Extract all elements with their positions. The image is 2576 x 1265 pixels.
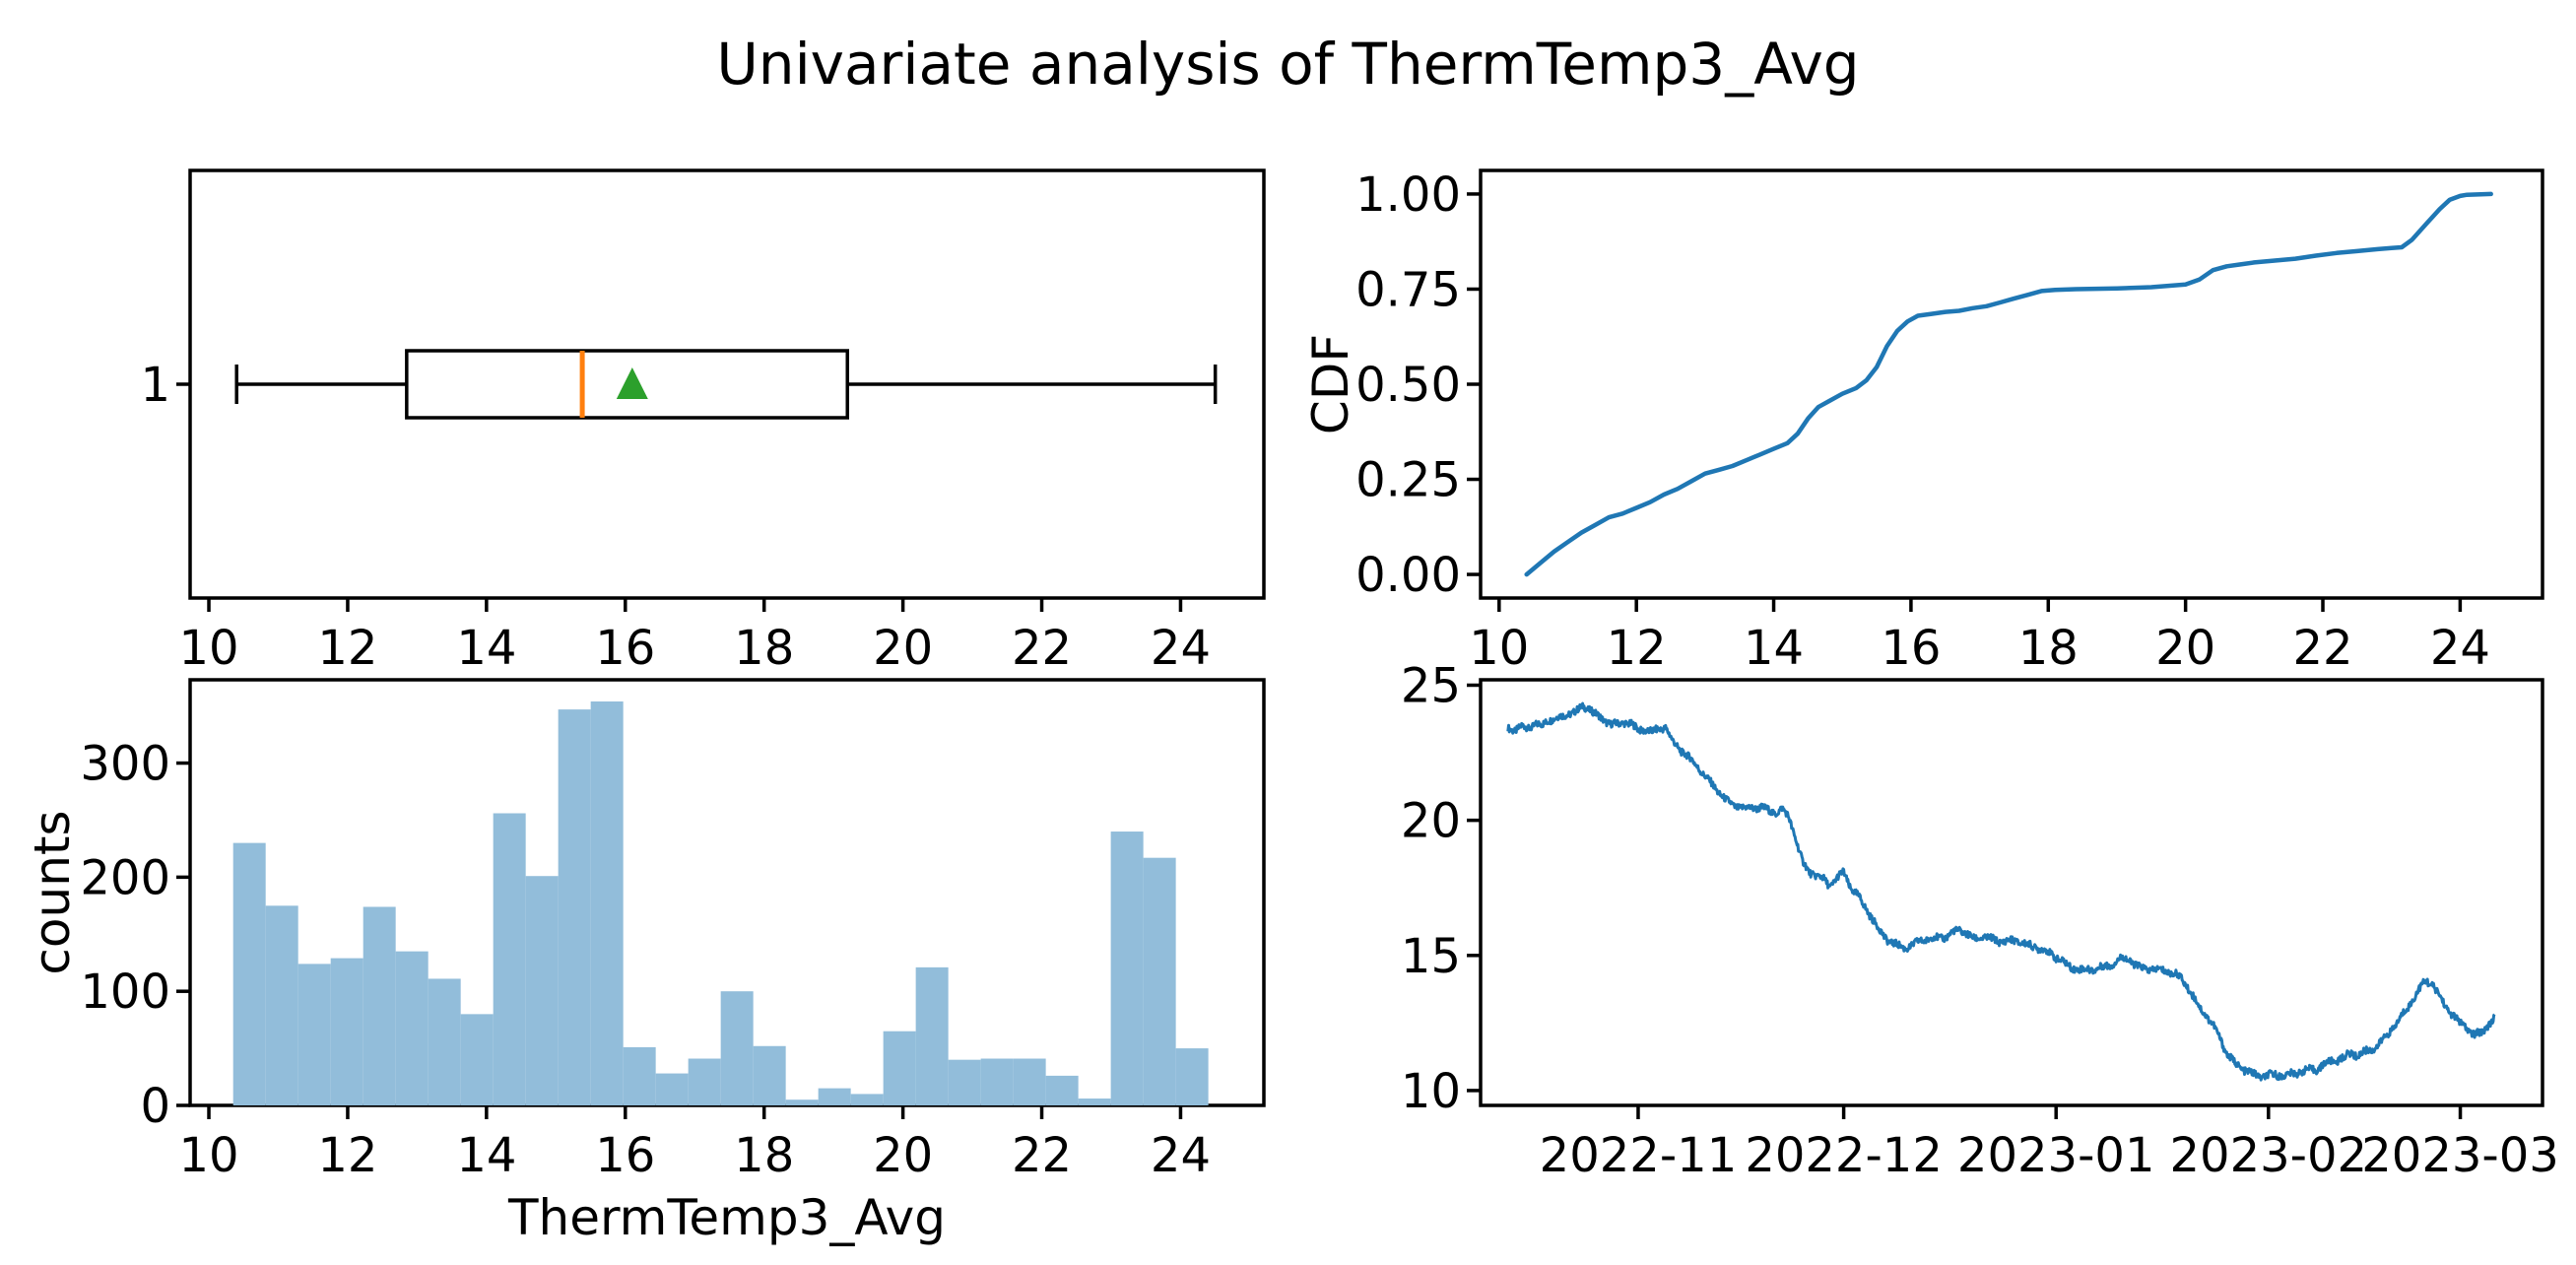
hist-bar [395, 951, 429, 1105]
timeseries-y-tick-label: 15 [1401, 929, 1461, 984]
hist-bar [232, 842, 266, 1105]
histogram-x-tick-label: 20 [873, 1128, 933, 1183]
hist-bar [1013, 1058, 1046, 1105]
timeseries-line [1506, 701, 2496, 1082]
timeseries-y-tick-label: 25 [1401, 658, 1461, 713]
histogram-x-axis-label: ThermTemp3_Avg [507, 1189, 946, 1246]
boxplot-x-tick-label: 14 [456, 621, 516, 676]
hist-bar [753, 1045, 786, 1105]
cdf-y-axis-label: CDF [1302, 334, 1359, 434]
boxplot-y-tick-label: 1 [140, 358, 170, 413]
histogram-x-tick-label: 24 [1151, 1128, 1211, 1183]
timeseries-y-tick-label: 10 [1401, 1064, 1461, 1119]
hist-bar [915, 966, 949, 1105]
figure-title: Univariate analysis of ThermTemp3_Avg [716, 31, 1860, 98]
cdf-y-tick-label: 1.00 [1355, 167, 1461, 223]
boxplot-x-tick-label: 16 [595, 621, 655, 676]
hist-bar [330, 958, 363, 1105]
cdf-x-tick-label: 14 [1744, 621, 1804, 676]
hist-bar [525, 876, 559, 1105]
cdf-y-tick-label: 0.25 [1355, 453, 1461, 508]
cdf-y-tick-label: 0.00 [1355, 548, 1461, 603]
hist-bar [623, 1046, 656, 1105]
timeseries-axes-frame [1479, 678, 2544, 1107]
timeseries-y-tick-label: 20 [1401, 794, 1461, 849]
histogram-x-tick-label: 10 [178, 1128, 238, 1183]
hist-bar [980, 1058, 1014, 1105]
histogram-y-axis-label: counts [24, 810, 81, 974]
hist-bar [493, 813, 526, 1105]
cdf-line [1524, 191, 2493, 577]
cdf-x-tick-label: 22 [2292, 621, 2352, 676]
cdf-x-tick-label: 12 [1607, 621, 1667, 676]
hist-bar [428, 978, 461, 1105]
boxplot-x-tick-label: 12 [317, 621, 377, 676]
boxplot-mean-marker [616, 367, 648, 399]
histogram-x-tick-label: 12 [317, 1128, 377, 1183]
hist-bar [818, 1088, 851, 1105]
histogram-x-tick-label: 22 [1012, 1128, 1072, 1183]
hist-bar [363, 906, 396, 1105]
histogram-x-tick-label: 16 [595, 1128, 655, 1183]
hist-bar [297, 964, 331, 1105]
cdf-x-tick-label: 16 [1881, 621, 1941, 676]
boxplot-x-tick-label: 10 [178, 621, 238, 676]
hist-bar [785, 1099, 819, 1105]
hist-bar [655, 1073, 689, 1105]
hist-bar [1045, 1075, 1079, 1105]
histogram-x-tick-label: 14 [456, 1128, 516, 1183]
histogram-y-tick-label: 100 [80, 965, 170, 1020]
timeseries-x-tick-label: 2022-11 [1540, 1128, 1738, 1183]
timeseries-x-tick-label: 2022-12 [1745, 1128, 1943, 1183]
hist-bar [1175, 1048, 1209, 1105]
histogram-y-tick-label: 300 [80, 737, 170, 792]
cdf-x-tick-label: 20 [2155, 621, 2215, 676]
hist-bar [688, 1058, 721, 1105]
hist-bar [720, 991, 754, 1105]
boxplot-x-tick-label: 24 [1151, 621, 1211, 676]
hist-bar [590, 701, 624, 1105]
hist-bar [850, 1094, 884, 1105]
boxplot-x-tick-label: 20 [873, 621, 933, 676]
cdf-axes-frame [1479, 168, 2544, 600]
timeseries-x-tick-label: 2023-02 [2170, 1128, 2368, 1183]
hist-bar [1143, 857, 1176, 1105]
hist-bar [948, 1059, 981, 1105]
cdf-y-tick-label: 0.50 [1355, 358, 1461, 413]
cdf-x-tick-label: 18 [2018, 621, 2079, 676]
cdf-x-tick-label: 10 [1469, 621, 1529, 676]
boxplot-x-tick-label: 22 [1012, 621, 1072, 676]
hist-bar [558, 709, 591, 1105]
hist-bar [883, 1031, 916, 1105]
cdf-y-tick-label: 0.75 [1355, 262, 1461, 317]
histogram-y-tick-label: 200 [80, 850, 170, 905]
timeseries-x-tick-label: 2023-03 [2361, 1128, 2559, 1183]
histogram-x-tick-label: 18 [734, 1128, 794, 1183]
timeseries-x-tick-label: 2023-01 [1957, 1128, 2155, 1183]
hist-bar [1110, 832, 1144, 1105]
boxplot-x-tick-label: 18 [734, 621, 794, 676]
cdf-x-tick-label: 24 [2430, 621, 2490, 676]
hist-bar [1078, 1099, 1111, 1105]
histogram-y-tick-label: 0 [140, 1079, 170, 1134]
hist-bar [265, 905, 298, 1105]
hist-bar [460, 1014, 494, 1105]
